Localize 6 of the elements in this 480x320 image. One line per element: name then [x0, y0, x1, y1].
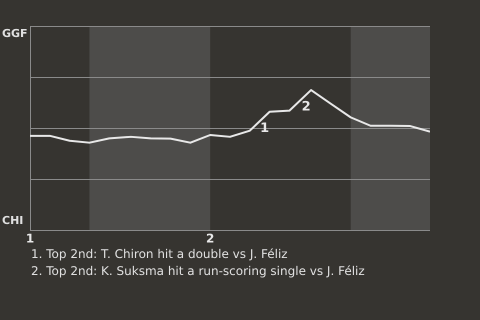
- annotation: 1: [260, 121, 270, 136]
- text: 2. Top 2nd: K. Suksma hit a run-scoring single vs J. Féliz: [31, 263, 366, 280]
- annotation: 2: [302, 99, 311, 114]
- text: GGF: [2, 27, 28, 40]
- text: CHI: [2, 214, 24, 227]
- text: 1. Top 2nd: T. Chiron hit a double vs J. Féliz: [31, 246, 289, 263]
